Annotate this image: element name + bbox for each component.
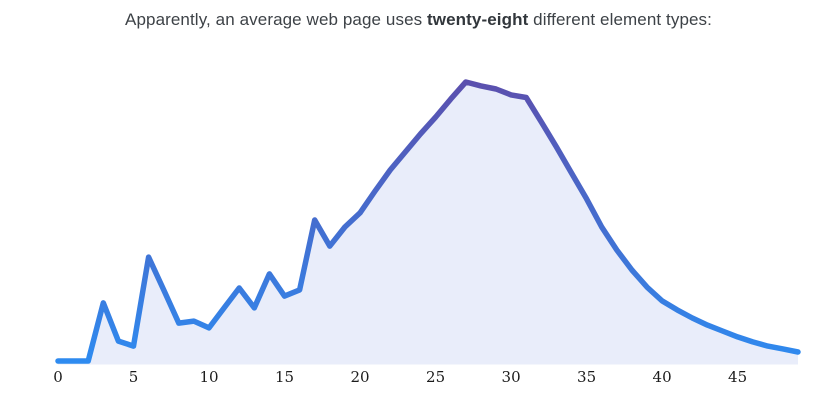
x-tick-label: 45 [728,368,747,386]
x-tick-label: 5 [129,368,139,386]
chart-title: Apparently, an average web page uses twe… [0,8,837,32]
x-tick-label: 35 [577,368,596,386]
x-tick-label: 25 [426,368,445,386]
x-tick-label: 40 [653,368,672,386]
x-tick-label: 0 [53,368,63,386]
distribution-line [55,79,801,364]
chart-title-bold-value: twenty-eight [427,10,529,29]
x-tick-label: 30 [502,368,521,386]
chart-title-suffix: different element types: [528,10,712,29]
x-tick-label: 10 [199,368,218,386]
chart-title-prefix: Apparently, an average web page uses [125,10,428,29]
x-tick-label: 15 [275,368,294,386]
x-tick-label: 20 [350,368,369,386]
